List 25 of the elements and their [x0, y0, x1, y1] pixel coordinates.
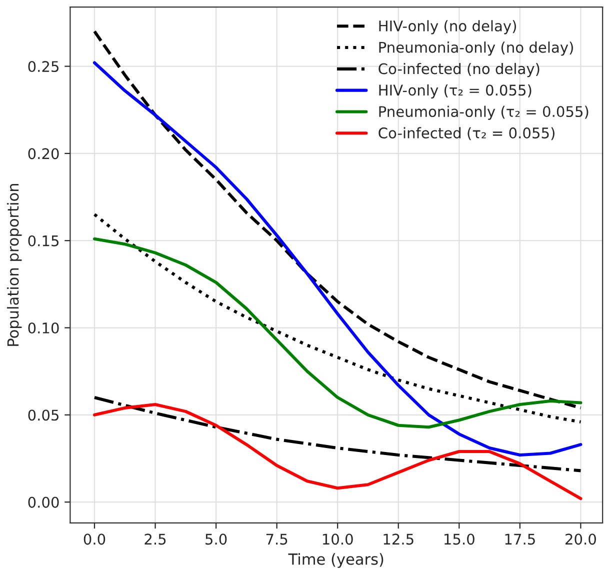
x-tick-label: 17.5 — [505, 534, 535, 545]
legend-label: Pneumonia-only (no delay) — [379, 42, 573, 56]
y-tick-label: 0.20 — [28, 148, 59, 160]
legend-label: Pneumonia-only (τ₂ = 0.055) — [379, 106, 588, 120]
line-series — [92, 396, 582, 472]
legend-label: Co-infected (no delay) — [378, 62, 540, 78]
y-tick-label: 0.15 — [28, 235, 58, 246]
x-tick-label: 10.0 — [322, 534, 353, 545]
x-tick-label: 7.5 — [266, 534, 288, 545]
y-tick-label: 0.25 — [28, 61, 58, 72]
y-axis-title: Population proportion — [6, 184, 22, 346]
y-tick-label: 0.10 — [28, 322, 59, 334]
legend-label: Co-infected (τ₂ = 0.055) — [378, 127, 554, 140]
x-axis-title: Time (years) — [288, 553, 384, 568]
y-tick-label: 0.00 — [28, 496, 59, 508]
x-tick-label: 12.5 — [384, 534, 414, 545]
x-tick-label: 5.0 — [206, 534, 227, 545]
line-series — [92, 402, 582, 500]
legend-label: HIV-only (τ₂ = 0.055) — [379, 84, 532, 98]
legend-label: HIV-only (no delay) — [379, 20, 516, 34]
x-tick-label: 2.5 — [144, 534, 166, 545]
y-tick-label: 0.05 — [28, 410, 58, 421]
x-tick-label: 15.0 — [444, 534, 474, 545]
x-tick-label: 20.0 — [566, 534, 596, 545]
x-tick-label: 0.0 — [84, 534, 106, 545]
